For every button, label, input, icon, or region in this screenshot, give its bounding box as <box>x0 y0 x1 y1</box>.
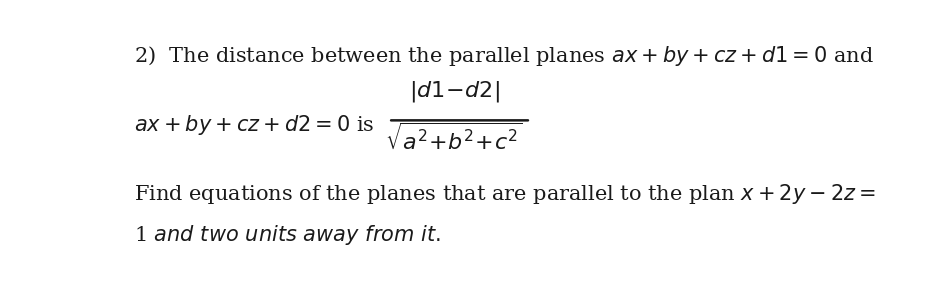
Text: 1 $\mathit{and\ two\ units\ away\ from\ it.}$: 1 $\mathit{and\ two\ units\ away\ from\ … <box>134 223 440 247</box>
Text: Find equations of the planes that are parallel to the plan $x + 2y - 2z =$: Find equations of the planes that are pa… <box>134 182 876 206</box>
Text: $\sqrt{a^2\!+\!b^2\!+\!c^2}$: $\sqrt{a^2\!+\!b^2\!+\!c^2}$ <box>386 124 522 155</box>
Text: 2)  The distance between the parallel planes $ax + by + cz + d1 = 0$ and: 2) The distance between the parallel pla… <box>134 45 874 68</box>
Text: $|d1\!-\!d2|$: $|d1\!-\!d2|$ <box>408 79 500 105</box>
Text: $ax + by + cz + d2 = 0$ is: $ax + by + cz + d2 = 0$ is <box>134 114 374 138</box>
